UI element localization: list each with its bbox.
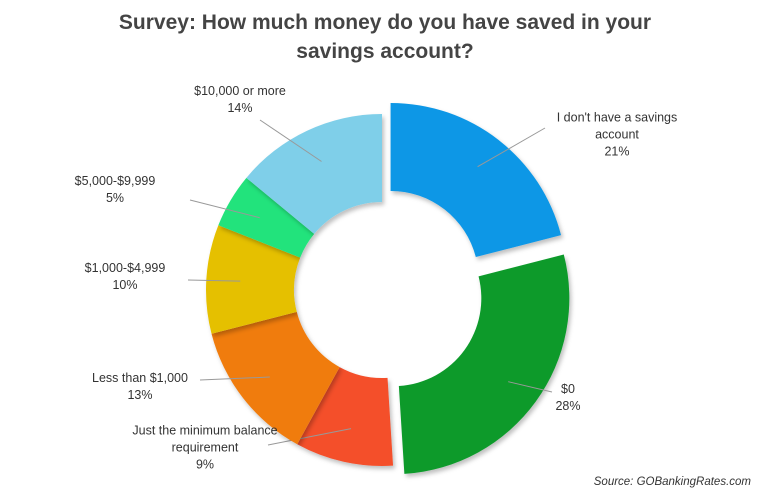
category-label: $10,000 or more xyxy=(194,84,286,98)
chart-title: Survey: How much money do you have saved… xyxy=(118,11,652,63)
donut-slice xyxy=(246,114,382,234)
donut-slice xyxy=(211,311,340,445)
category-label: Just the minimum balance requirement xyxy=(132,423,278,455)
slice-label: $0 28% xyxy=(538,381,598,415)
slice-label: Less than $1,000 13% xyxy=(75,370,205,404)
value-label: 21% xyxy=(604,144,630,159)
value-label: 10% xyxy=(112,278,138,292)
donut-slice xyxy=(218,177,315,258)
slice-label: $1,000-$4,999 10% xyxy=(65,260,185,294)
source-note: Source: GOBankingRates.com xyxy=(593,476,751,488)
leader-line xyxy=(199,376,270,381)
value-label: 9% xyxy=(195,457,215,472)
value-label: 14% xyxy=(227,101,253,115)
leader-line xyxy=(267,428,352,446)
category-label: I don't have a savings account xyxy=(556,110,678,142)
donut-slice xyxy=(390,102,562,258)
category-label: Less than $1,000 xyxy=(92,371,188,385)
slice-label: Just the minimum balance requirement 9% xyxy=(130,423,280,474)
donut-slice xyxy=(297,367,394,466)
leader-line xyxy=(508,381,553,393)
slice-label: I don't have a savings account 21% xyxy=(542,110,692,161)
category-label: $1,000-$4,999 xyxy=(84,261,166,275)
value-label: 5% xyxy=(105,191,125,205)
value-label: 13% xyxy=(127,388,153,402)
value-label: 28% xyxy=(555,399,581,413)
leader-line xyxy=(189,199,260,219)
leader-line xyxy=(259,119,322,162)
category-label: $0 xyxy=(561,382,575,396)
donut-slice xyxy=(205,225,301,334)
slice-label: $10,000 or more 14% xyxy=(180,83,300,117)
slice-label: $5,000-$9,999 5% xyxy=(55,173,175,207)
donut-slice xyxy=(398,254,570,474)
leader-line xyxy=(477,127,546,168)
category-label: $5,000-$9,999 xyxy=(74,174,156,188)
leader-line xyxy=(187,279,241,282)
